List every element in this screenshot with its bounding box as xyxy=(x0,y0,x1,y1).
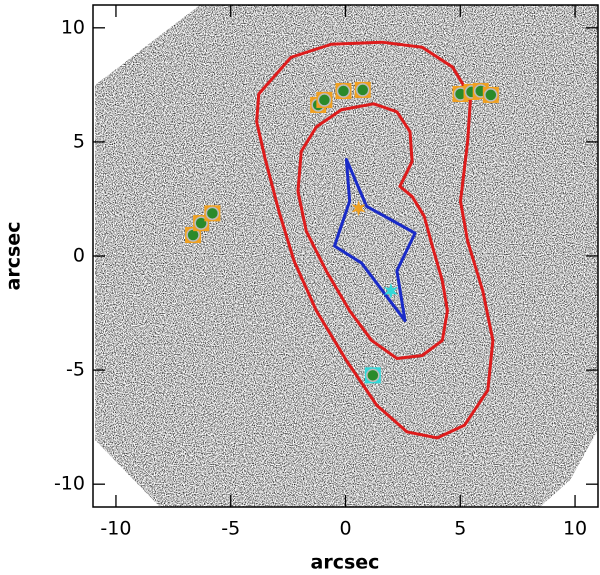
x-tick-label: 10 xyxy=(563,518,587,540)
curve xyxy=(296,102,449,360)
y-axis-label: arcsec xyxy=(3,222,25,291)
y-tick-label: 10 xyxy=(61,16,85,38)
image-dot xyxy=(194,216,208,230)
y-tick-label: 5 xyxy=(73,130,85,152)
image-marker xyxy=(482,86,499,103)
y-tick-label: -10 xyxy=(54,473,85,495)
source-star xyxy=(351,200,366,217)
x-tick-label: -5 xyxy=(221,518,240,540)
image-dot xyxy=(317,93,332,107)
image-marker xyxy=(316,91,333,108)
image-marker xyxy=(364,367,381,384)
y-tick-label: 0 xyxy=(73,245,85,267)
x-tick-label: 0 xyxy=(339,518,351,540)
image-background xyxy=(95,5,598,507)
y-tick-label: -5 xyxy=(66,359,85,381)
image-dot xyxy=(205,206,220,221)
x-axis-label: arcsec xyxy=(311,552,380,574)
image-marker xyxy=(204,205,221,222)
image-dot xyxy=(484,88,498,102)
x-tick-label: 5 xyxy=(454,518,466,540)
image-dot xyxy=(186,228,200,242)
curve xyxy=(255,40,495,440)
image-marker xyxy=(354,81,371,98)
curve xyxy=(332,157,417,323)
source-star xyxy=(384,282,398,299)
image-marker xyxy=(335,83,352,100)
image-dot xyxy=(336,84,351,98)
image-dot xyxy=(366,368,380,383)
image-dot xyxy=(355,83,370,97)
x-tick-label: -10 xyxy=(100,518,131,540)
